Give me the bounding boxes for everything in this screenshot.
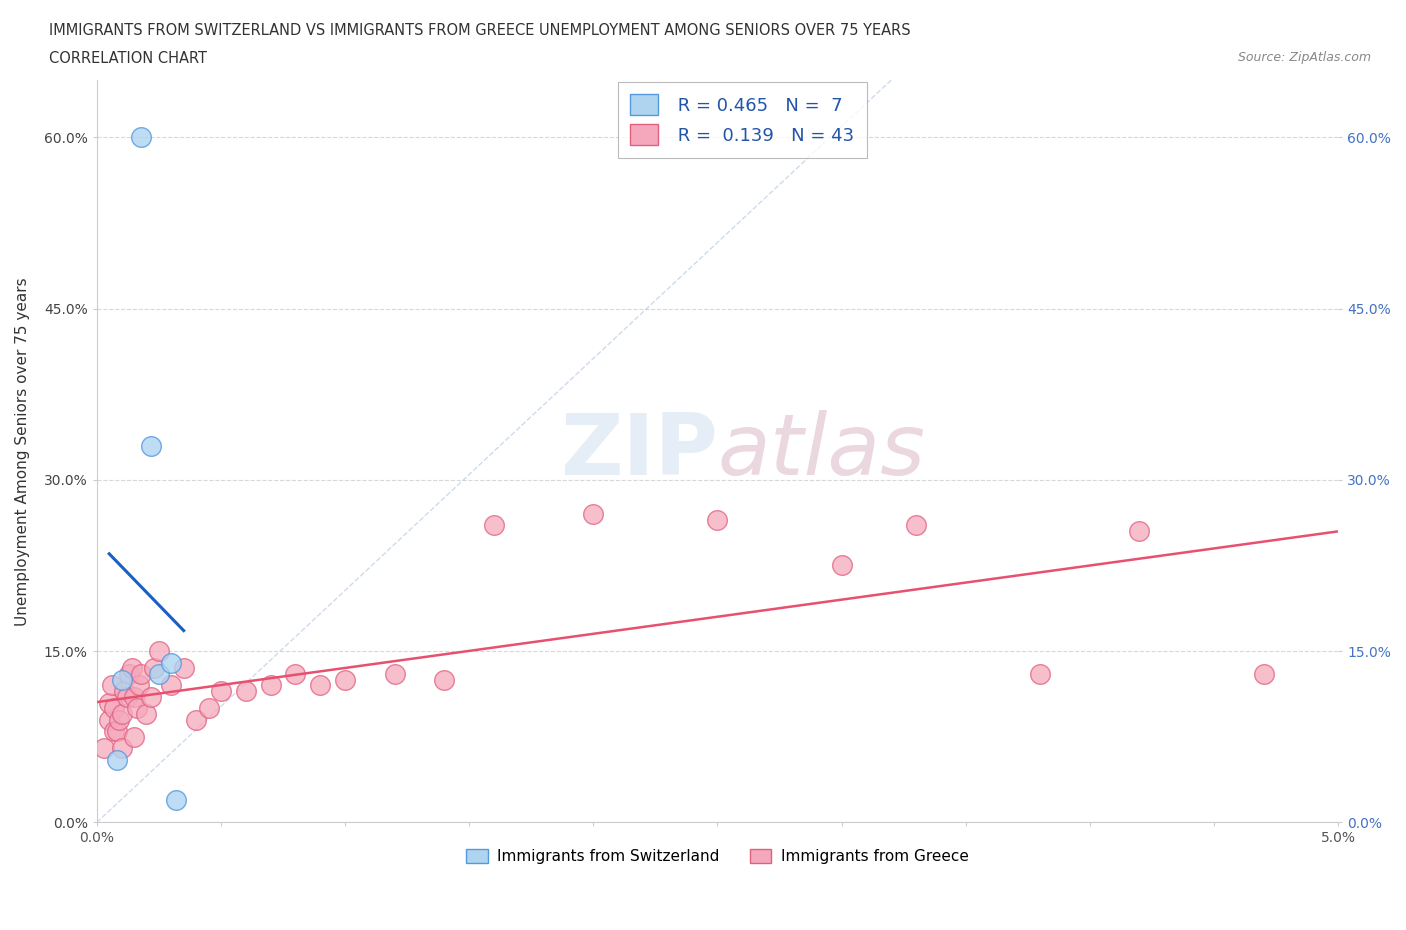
Text: ZIP: ZIP (560, 410, 717, 493)
Point (142, 661, 165, 676)
Point (121, 661, 143, 676)
Point (103, 701, 125, 716)
Point (160, 655, 183, 670)
Point (93, 741, 115, 756)
Point (333, 672, 356, 687)
Point (165, 792, 187, 807)
Point (148, 667, 170, 682)
Point (384, 667, 406, 682)
Point (105, 724, 128, 738)
Point (148, 644, 170, 658)
Point (131, 667, 153, 682)
Point (259, 678, 281, 693)
Point (110, 672, 132, 687)
Point (1253, 667, 1275, 682)
Point (209, 684, 232, 698)
Point (284, 667, 307, 682)
Point (125, 701, 148, 716)
Point (582, 507, 605, 522)
Point (98, 695, 121, 710)
Point (118, 667, 141, 682)
Point (141, 689, 163, 704)
Point (309, 678, 332, 693)
Point (135, 707, 157, 722)
Point (160, 678, 183, 693)
Point (706, 512, 728, 527)
Text: IMMIGRANTS FROM SWITZERLAND VS IMMIGRANTS FROM GREECE UNEMPLOYMENT AMONG SENIORS: IMMIGRANTS FROM SWITZERLAND VS IMMIGRANT… (49, 23, 911, 38)
Text: atlas: atlas (717, 410, 925, 493)
Point (831, 558, 853, 573)
Point (128, 678, 150, 693)
Text: CORRELATION CHART: CORRELATION CHART (49, 51, 207, 66)
Point (1128, 524, 1150, 538)
Point (131, 130, 153, 145)
Point (197, 701, 219, 716)
Point (112, 684, 135, 698)
Point (110, 741, 132, 756)
Point (141, 438, 163, 453)
Point (905, 518, 928, 533)
Point (482, 518, 505, 533)
Y-axis label: Unemployment Among Seniors over 75 years: Unemployment Among Seniors over 75 years (15, 277, 30, 626)
Point (1029, 667, 1052, 682)
Point (184, 712, 207, 727)
Point (173, 661, 195, 676)
Point (110, 707, 132, 722)
Point (103, 724, 125, 738)
Point (122, 729, 145, 744)
Text: Source: ZipAtlas.com: Source: ZipAtlas.com (1237, 51, 1371, 64)
Point (98, 712, 121, 727)
Point (122, 689, 145, 704)
Point (433, 672, 456, 687)
Point (235, 684, 257, 698)
Point (100, 678, 122, 693)
Legend: Immigrants from Switzerland, Immigrants from Greece: Immigrants from Switzerland, Immigrants … (460, 844, 974, 870)
Point (115, 689, 138, 704)
Point (108, 712, 131, 727)
Point (105, 752, 128, 767)
